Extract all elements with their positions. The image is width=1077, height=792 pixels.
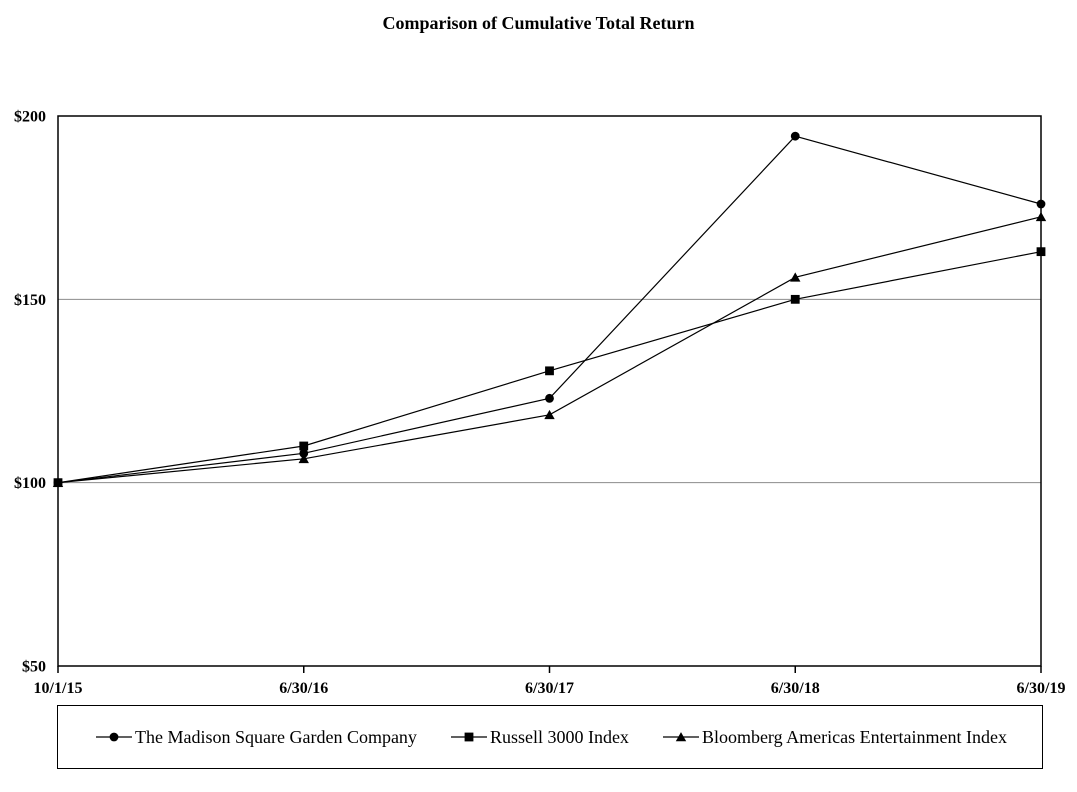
y-tick-label: $200 — [14, 109, 46, 126]
data-point-triangle-marker — [298, 453, 309, 464]
legend-circle-marker-icon — [96, 732, 132, 742]
data-point-triangle-marker — [1035, 211, 1047, 222]
data-point-circle-marker — [299, 448, 309, 458]
x-tick-label: 6/30/19 — [1017, 680, 1066, 697]
y-tick-label: $100 — [14, 475, 46, 492]
data-point-circle-marker — [1036, 199, 1046, 209]
x-tick-label: 10/1/15 — [34, 680, 83, 697]
legend-triangle-marker-icon — [662, 732, 699, 742]
plot-area: 10/1/15 6/30/16 6/30/17 6/30/18 6/30/19 $50 $1… — [14, 109, 1066, 698]
legend-entry-triangle: Bloomberg Americas Entertainment Index — [662, 726, 1008, 748]
legend-label: Russell 3000 Index — [489, 726, 629, 747]
data-point-triangle-marker — [675, 732, 687, 742]
y-tick-label: $50 — [22, 659, 46, 676]
data-point-square-marker — [299, 441, 309, 451]
legend-square-marker-icon — [450, 732, 487, 742]
legend: The Madison Square Garden Company Russell… — [57, 705, 1043, 769]
data-point-triangle-marker — [544, 409, 555, 420]
data-point-triangle-marker — [790, 272, 801, 282]
data-point-square-marker — [545, 366, 554, 376]
legend-label: The Madison Square Garden Company — [135, 726, 417, 747]
series-line-triangle — [57, 216, 1042, 484]
x-tick-label: 6/30/18 — [771, 680, 820, 697]
data-point-circle-marker — [545, 393, 554, 403]
legend-label: Bloomberg Americas Entertainment Index — [701, 726, 1008, 747]
y-tick-label: $150 — [14, 292, 46, 309]
data-point-circle-marker — [109, 732, 119, 742]
data-point-square-marker — [53, 478, 63, 488]
plot-border — [57, 115, 1042, 667]
legend-entry-circle: The Madison Square Garden Company — [96, 727, 417, 748]
x-tick-label: 6/30/17 — [525, 680, 574, 697]
data-point-square-marker — [790, 294, 800, 304]
legend-entry-square: Russell 3000 Index — [450, 726, 629, 748]
x-tick-label: 6/30/16 — [279, 680, 328, 697]
data-point-square-marker — [464, 732, 474, 742]
series-line-circle — [57, 135, 1042, 484]
chart-title: Comparison of Cumulative Total Return — [382, 13, 695, 33]
data-point-circle-marker — [790, 131, 800, 141]
data-point-square-marker — [1036, 247, 1046, 257]
